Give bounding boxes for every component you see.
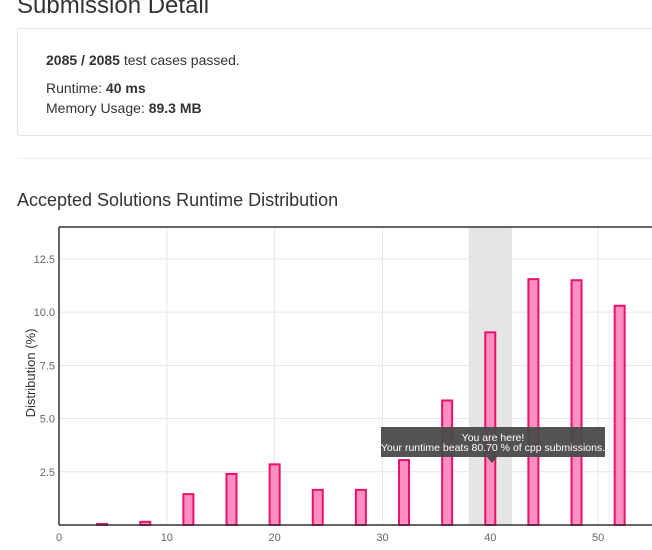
- axes-layer: 2.5 5.0 7.5 10.0 12.5 0 10 20 30 40 50: [34, 226, 652, 544]
- tooltip-arrow: [487, 457, 497, 463]
- memory-value: 89.3 MB: [148, 100, 202, 116]
- y-tick-label: 7.5: [40, 360, 55, 372]
- test-cases-count: 2085 / 2085: [46, 52, 120, 68]
- submission-summary-panel: 2085 / 2085 test cases passed. Runtime: …: [17, 28, 652, 136]
- test-cases-result: 2085 / 2085 test cases passed.: [46, 52, 240, 68]
- runtime-distribution-chart[interactable]: 2.5 5.0 7.5 10.0 12.5 0 10 20 30 40 50 Distributio…: [0, 215, 652, 550]
- y-tick-label: 12.5: [34, 254, 55, 266]
- distribution-bar[interactable]: [225, 472, 238, 526]
- x-tick-label: 0: [56, 532, 62, 544]
- distribution-bar[interactable]: [311, 488, 324, 526]
- distribution-bar[interactable]: [354, 488, 367, 526]
- tooltip-line-1: You are here!: [462, 432, 525, 444]
- memory-label: Memory Usage:: [46, 100, 145, 116]
- tooltip-background: [381, 427, 605, 457]
- x-tick-label: 50: [592, 532, 604, 544]
- x-tick-label: 20: [269, 532, 281, 544]
- x-tick-label: 10: [161, 532, 173, 544]
- chart-grid: [59, 227, 652, 525]
- distribution-bar[interactable]: [441, 399, 454, 527]
- y-tick-label: 2.5: [40, 467, 55, 479]
- you-are-here-tooltip: You are here! Your runtime beats 80.70 %…: [381, 427, 605, 463]
- runtime-value: 40 ms: [105, 80, 146, 96]
- y-tick-label: 10.0: [34, 307, 55, 319]
- y-axis-title: Distribution (%): [23, 329, 38, 418]
- test-cases-suffix: test cases passed.: [123, 52, 240, 68]
- page-title: Submission Detail: [17, 0, 210, 19]
- memory-row: Memory Usage: 89.3 MB: [46, 100, 202, 116]
- x-tick-label: 30: [376, 532, 388, 544]
- distribution-bar[interactable]: [268, 463, 281, 526]
- distribution-bar[interactable]: [182, 493, 195, 526]
- section-divider: [17, 158, 652, 159]
- runtime-row: Runtime: 40 ms: [46, 80, 146, 96]
- bars-layer: [96, 278, 626, 527]
- distribution-bar[interactable]: [613, 304, 626, 526]
- y-tick-label: 5.0: [40, 414, 55, 426]
- runtime-label: Runtime:: [46, 80, 103, 96]
- distribution-bar[interactable]: [570, 279, 583, 527]
- distribution-title: Accepted Solutions Runtime Distribution: [17, 190, 339, 210]
- x-tick-label: 40: [484, 532, 496, 544]
- distribution-bar[interactable]: [398, 459, 411, 526]
- distribution-bar[interactable]: [527, 278, 540, 527]
- tooltip-line-2: Your runtime beats 80.70 % of cpp submis…: [381, 442, 605, 454]
